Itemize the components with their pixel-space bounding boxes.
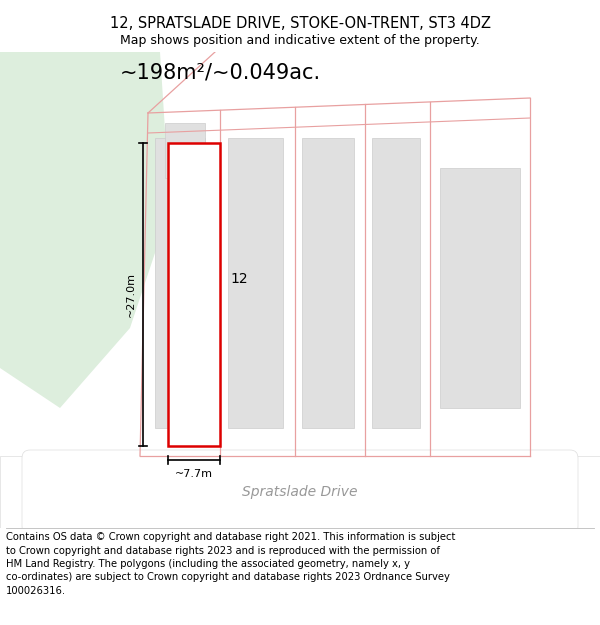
Bar [228,138,283,428]
Text: ~27.0m: ~27.0m [126,272,136,317]
Bar [165,123,205,178]
Text: co-ordinates) are subject to Crown copyright and database rights 2023 Ordnance S: co-ordinates) are subject to Crown copyr… [6,572,450,582]
Text: ~198m²/~0.049ac.: ~198m²/~0.049ac. [119,63,320,83]
Text: 12, SPRATSLADE DRIVE, STOKE-ON-TRENT, ST3 4DZ: 12, SPRATSLADE DRIVE, STOKE-ON-TRENT, ST… [110,16,491,31]
Polygon shape [0,52,170,408]
Bar [0,456,600,528]
Bar [168,143,220,446]
Text: HM Land Registry. The polygons (including the associated geometry, namely x, y: HM Land Registry. The polygons (includin… [6,559,410,569]
Text: 12: 12 [230,272,248,286]
Bar [302,138,354,428]
Text: ~7.7m: ~7.7m [175,469,213,479]
Bar [440,168,520,408]
Bar [372,138,420,428]
FancyBboxPatch shape [22,450,578,534]
Text: Contains OS data © Crown copyright and database right 2021. This information is : Contains OS data © Crown copyright and d… [6,532,455,542]
Text: Spratslade Drive: Spratslade Drive [242,485,358,499]
Text: to Crown copyright and database rights 2023 and is reproduced with the permissio: to Crown copyright and database rights 2… [6,546,440,556]
Bar [155,138,205,428]
Text: Map shows position and indicative extent of the property.: Map shows position and indicative extent… [120,34,480,47]
Text: 100026316.: 100026316. [6,586,66,596]
